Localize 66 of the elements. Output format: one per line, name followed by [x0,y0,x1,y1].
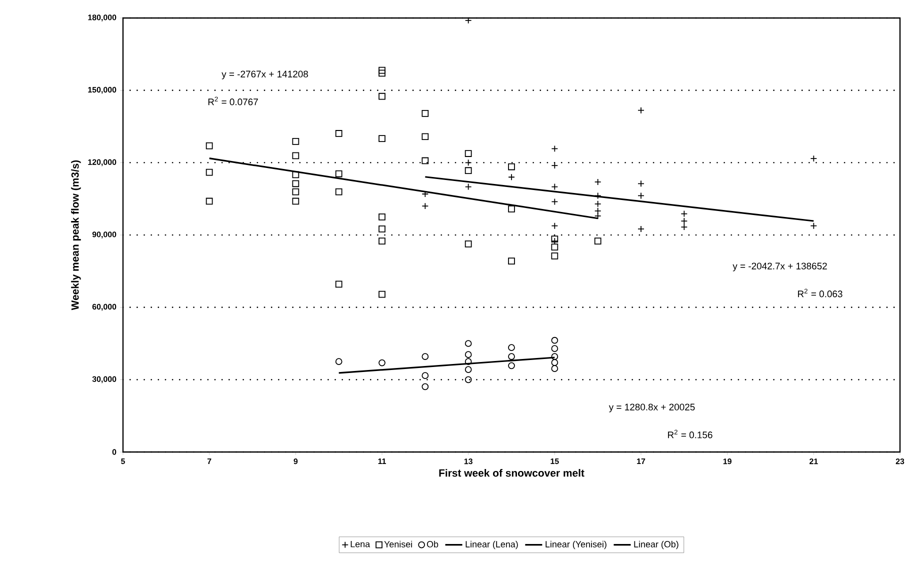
point [551,252,558,260]
annotation: y = 1280.8x + 20025 [608,404,695,412]
point [551,365,558,372]
point [292,152,300,160]
point [378,226,386,232]
point [464,150,472,157]
point [422,353,429,360]
point [551,359,558,366]
point [292,180,300,188]
point [422,372,429,380]
point [378,92,386,100]
point [422,383,429,390]
point [335,130,342,137]
point [378,70,386,77]
point [551,236,558,243]
legend-label: Ob [426,540,438,548]
point [508,344,515,352]
point [508,353,515,360]
point [551,244,558,250]
legend-label: Lena [350,540,370,548]
point [378,66,386,74]
point [464,351,472,358]
point [422,110,429,117]
point [378,290,386,298]
legend-label: Linear (Ob) [634,540,678,550]
point [508,206,515,212]
point [551,353,558,360]
annotation: R$^{2}$ = 0.156 [668,430,712,438]
point [335,358,342,366]
point [206,142,213,150]
point [292,171,300,178]
point [292,138,300,145]
y-axis-title: Weekly mean peak flow (m3/s) [71,160,81,310]
point [594,238,602,244]
annotation: R$^{2}$ = 0.063 [798,288,842,298]
x-axis-title: First week of snowcover melt [439,469,584,477]
legend-label: Linear (Lena) [466,540,518,550]
point [508,362,515,370]
point [464,366,472,373]
point [206,168,213,176]
legend-label: Yenisei [384,540,412,548]
point [292,188,300,196]
point [422,133,429,140]
point [508,258,515,264]
legend-label: Linear (Yenisei) [546,540,606,550]
point [335,280,342,288]
point [464,167,472,174]
point [292,198,300,205]
annotation: y = -2767x + 141208 [222,70,308,80]
annotation: y = -2042.7x + 138652 [732,262,827,272]
point [378,238,386,244]
point [464,240,472,248]
point [508,163,515,170]
point [464,358,472,366]
point [422,157,429,164]
point [335,170,342,178]
point [335,188,342,196]
point [551,345,558,352]
point [378,135,386,142]
point [378,213,386,220]
point [206,198,213,205]
point [464,376,472,384]
annotation: R$^{2}$ = 0.0767 [208,96,258,106]
point [464,340,472,347]
point [378,359,386,366]
point [551,336,558,344]
